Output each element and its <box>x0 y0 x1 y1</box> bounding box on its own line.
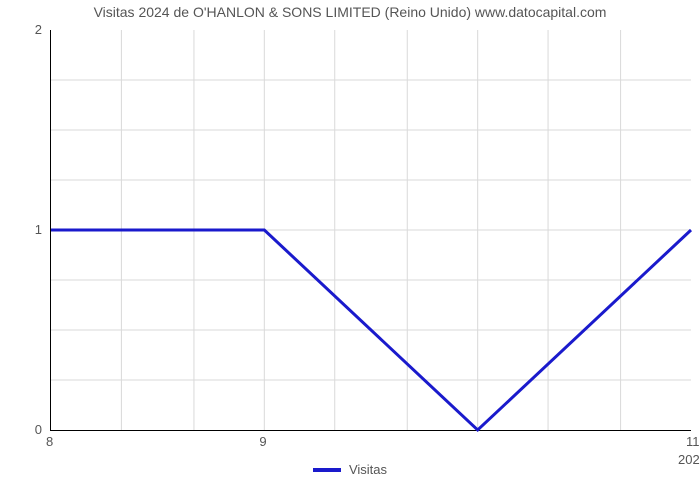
legend-swatch-icon <box>313 468 341 472</box>
x-tick-label: 9 <box>259 434 266 449</box>
legend-label: Visitas <box>349 462 387 477</box>
chart-title: Visitas 2024 de O'HANLON & SONS LIMITED … <box>0 4 700 20</box>
plot-area <box>50 30 691 431</box>
plot-svg <box>51 30 691 430</box>
y-tick-label: 2 <box>35 22 42 37</box>
x-tick-label: 8 <box>46 434 53 449</box>
y-tick-label: 0 <box>35 422 42 437</box>
legend: Visitas <box>0 462 700 477</box>
chart-root: { "chart": { "type": "line", "title": "V… <box>0 0 700 500</box>
y-tick-label: 1 <box>35 222 42 237</box>
x-tick-label: 11 <box>686 434 700 449</box>
